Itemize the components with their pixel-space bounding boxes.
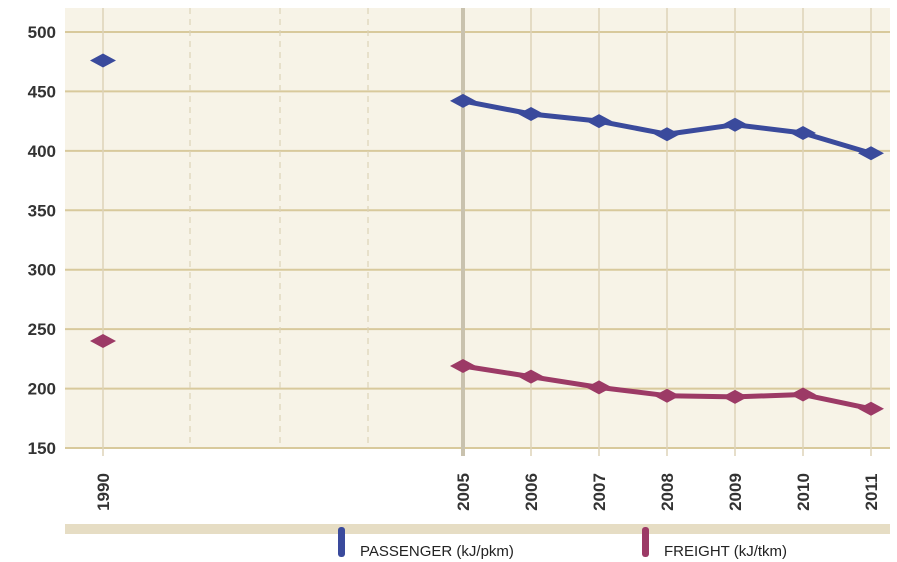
legend-label-passenger: PASSENGER (kJ/pkm) bbox=[360, 543, 514, 560]
legend-label-freight: FREIGHT (kJ/tkm) bbox=[664, 543, 787, 560]
point-0-2011 bbox=[858, 146, 884, 161]
y-tick-200: 200 bbox=[28, 380, 56, 399]
point-0-2008 bbox=[654, 127, 680, 142]
y-tick-500: 500 bbox=[28, 23, 56, 42]
x-tick-2005: 2005 bbox=[454, 473, 473, 511]
y-tick-300: 300 bbox=[28, 261, 56, 280]
series-0 bbox=[90, 53, 884, 161]
point-0-2009 bbox=[722, 117, 748, 132]
point-0-1990 bbox=[90, 53, 116, 68]
point-1-2010 bbox=[790, 387, 816, 402]
y-tick-400: 400 bbox=[28, 142, 56, 161]
y-tick-250: 250 bbox=[28, 320, 56, 339]
y-tick-150: 150 bbox=[28, 439, 56, 458]
legend: PASSENGER (kJ/pkm) FREIGHT (kJ/tkm) bbox=[65, 524, 890, 560]
legend-swatch-freight bbox=[642, 527, 649, 557]
point-0-2007 bbox=[586, 114, 612, 129]
point-1-2006 bbox=[518, 369, 544, 384]
series-1 bbox=[90, 334, 884, 416]
plot-background bbox=[65, 8, 890, 448]
x-tick-2006: 2006 bbox=[522, 473, 541, 511]
y-axis-ticks: 150 200 250 300 350 400 450 500 bbox=[28, 23, 56, 458]
x-axis-ticks: 1990 2005 2006 2007 2008 2009 2010 2011 bbox=[94, 473, 881, 511]
point-1-2007 bbox=[586, 380, 612, 395]
point-0-2006 bbox=[518, 107, 544, 122]
series-layer bbox=[90, 53, 884, 416]
point-0-2010 bbox=[790, 126, 816, 141]
legend-band bbox=[65, 524, 890, 534]
point-1-2011 bbox=[858, 401, 884, 416]
x-tick-2011: 2011 bbox=[862, 474, 881, 511]
point-0-2005 bbox=[450, 93, 476, 108]
x-tick-1990: 1990 bbox=[94, 473, 113, 511]
point-1-2009 bbox=[722, 389, 748, 404]
x-tick-2007: 2007 bbox=[590, 473, 609, 511]
x-tick-2009: 2009 bbox=[726, 473, 745, 511]
legend-item-passenger: PASSENGER (kJ/pkm) bbox=[338, 527, 514, 560]
x-tick-2010: 2010 bbox=[794, 473, 813, 511]
y-tick-350: 350 bbox=[28, 201, 56, 220]
point-1-1990 bbox=[90, 334, 116, 349]
point-1-2005 bbox=[450, 358, 476, 373]
legend-item-freight: FREIGHT (kJ/tkm) bbox=[642, 527, 787, 560]
point-1-2008 bbox=[654, 388, 680, 403]
legend-swatch-passenger bbox=[338, 527, 345, 557]
x-tick-2008: 2008 bbox=[658, 473, 677, 511]
y-tick-450: 450 bbox=[28, 82, 56, 101]
